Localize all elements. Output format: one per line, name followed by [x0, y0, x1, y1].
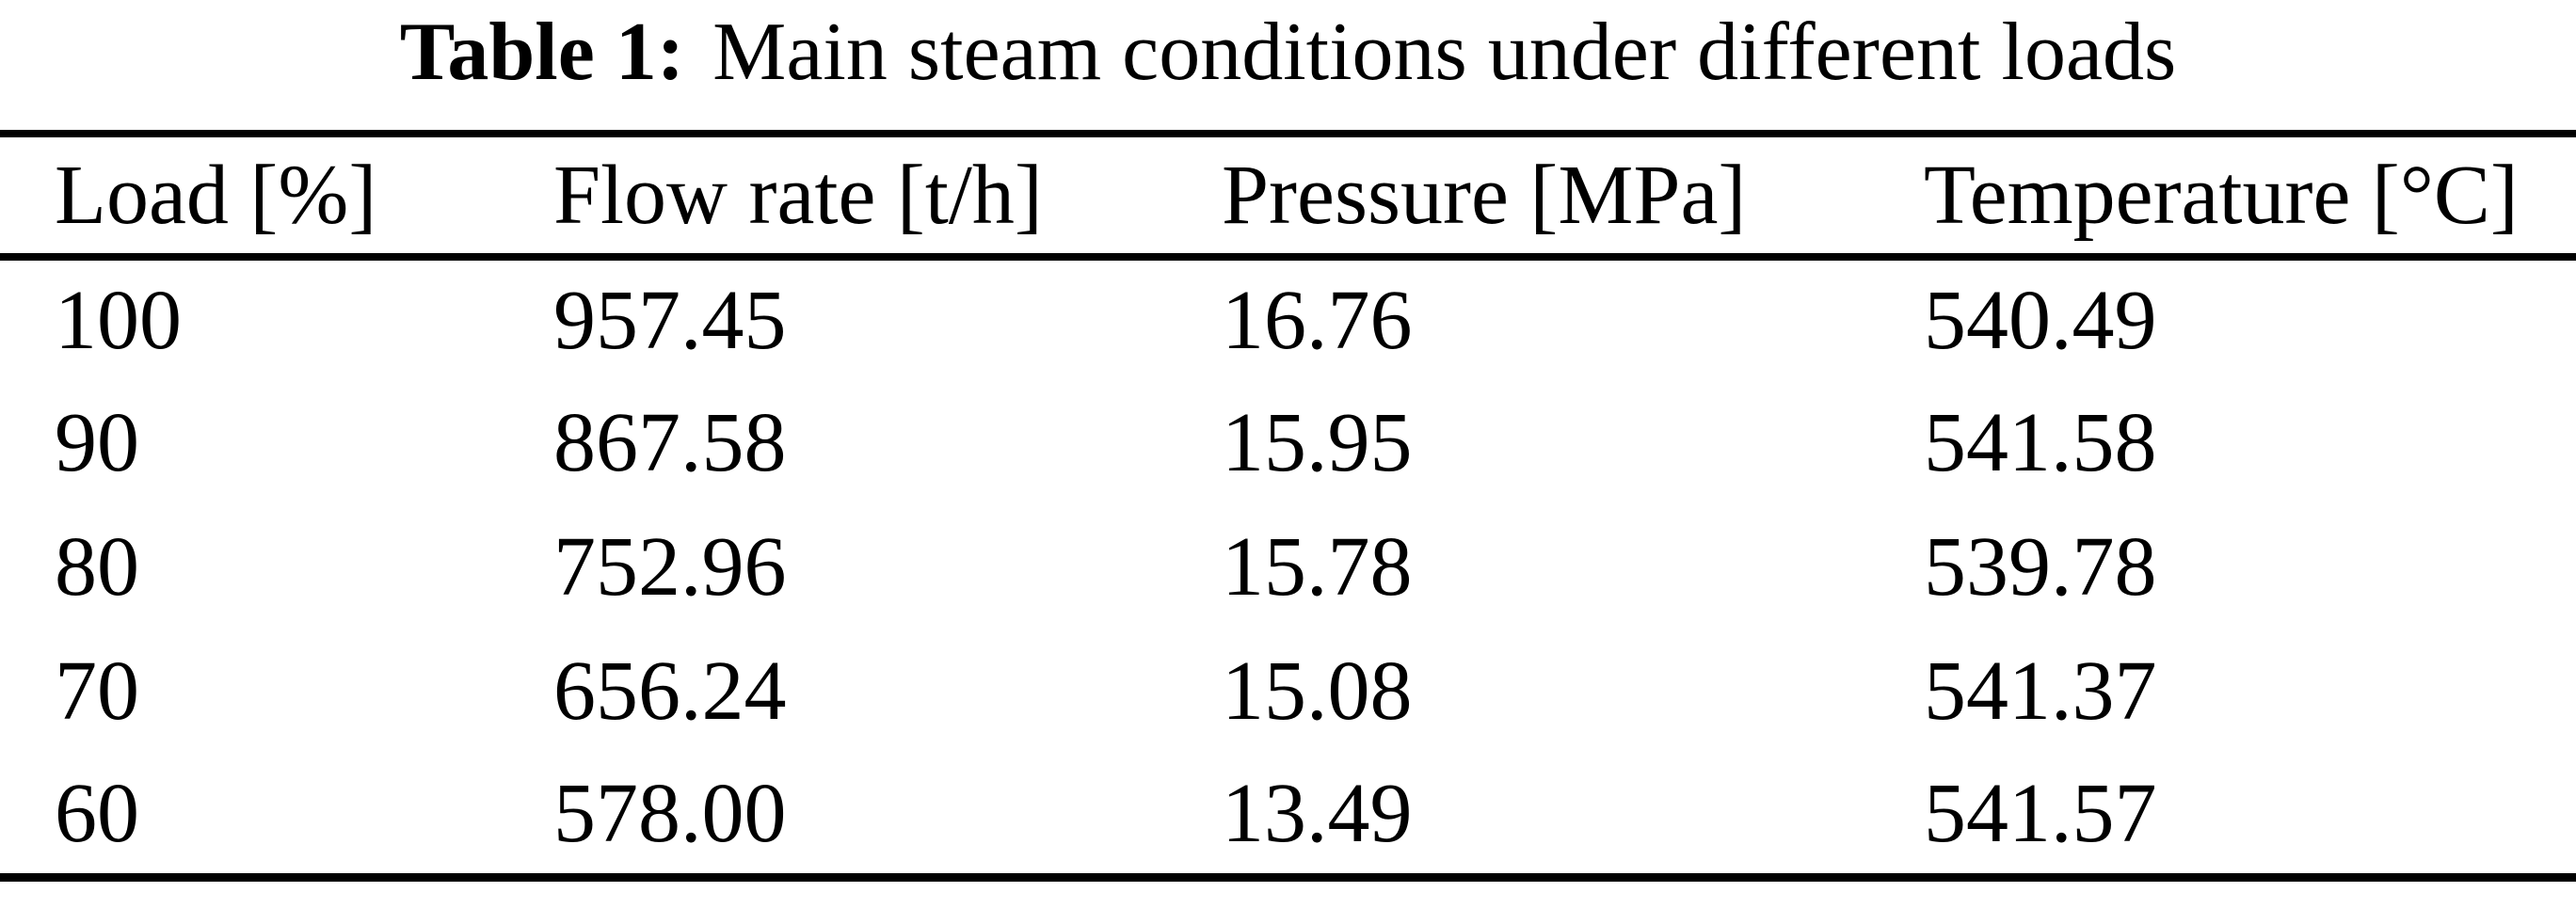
cell-load: 80	[55, 520, 139, 614]
table-row: 90 867.58 15.95 541.58	[0, 381, 2576, 505]
table-row: 60 578.00 13.49 541.57	[0, 754, 2576, 878]
table-caption-label: Table 1:	[399, 7, 685, 98]
cell-temperature: 541.57	[1924, 767, 2157, 861]
cell-load: 70	[55, 645, 139, 739]
cell-flow-rate: 656.24	[553, 645, 787, 739]
header-row: Load [%] Flow rate [t/h] Pressure [MPa] …	[0, 133, 2576, 261]
column-header-pressure: Pressure [MPa]	[1167, 133, 1869, 261]
cell-pressure: 15.95	[1222, 396, 1413, 490]
table-row: 80 752.96 15.78 539.78	[0, 505, 2576, 629]
steam-conditions-table: Load [%] Flow rate [t/h] Pressure [MPa] …	[0, 129, 2576, 883]
cell-temperature: 541.37	[1924, 645, 2157, 739]
cell-temperature: 541.58	[1924, 396, 2157, 490]
cell-pressure: 13.49	[1222, 767, 1413, 861]
cell-load: 100	[55, 274, 182, 368]
cell-load: 60	[55, 767, 139, 861]
cell-flow-rate: 867.58	[553, 396, 787, 490]
cell-temperature: 540.49	[1924, 274, 2157, 368]
cell-pressure: 15.08	[1222, 645, 1413, 739]
cell-flow-rate: 957.45	[553, 274, 787, 368]
column-header-temperature: Temperature [°C]	[1869, 133, 2576, 261]
cell-flow-rate: 578.00	[553, 767, 787, 861]
cell-load: 90	[55, 396, 139, 490]
table-caption: Table 1: Main steam conditions under diff…	[0, 0, 2576, 102]
column-header-flow-rate: Flow rate [t/h]	[499, 133, 1167, 261]
column-header-load: Load [%]	[0, 133, 499, 261]
table-row: 100 957.45 16.76 540.49	[0, 257, 2576, 381]
table-caption-text: Main steam conditions under different lo…	[712, 7, 2177, 98]
cell-temperature: 539.78	[1924, 520, 2157, 614]
cell-flow-rate: 752.96	[553, 520, 787, 614]
cell-pressure: 16.76	[1222, 274, 1413, 368]
table-row: 70 656.24 15.08 541.37	[0, 629, 2576, 754]
cell-pressure: 15.78	[1222, 520, 1413, 614]
